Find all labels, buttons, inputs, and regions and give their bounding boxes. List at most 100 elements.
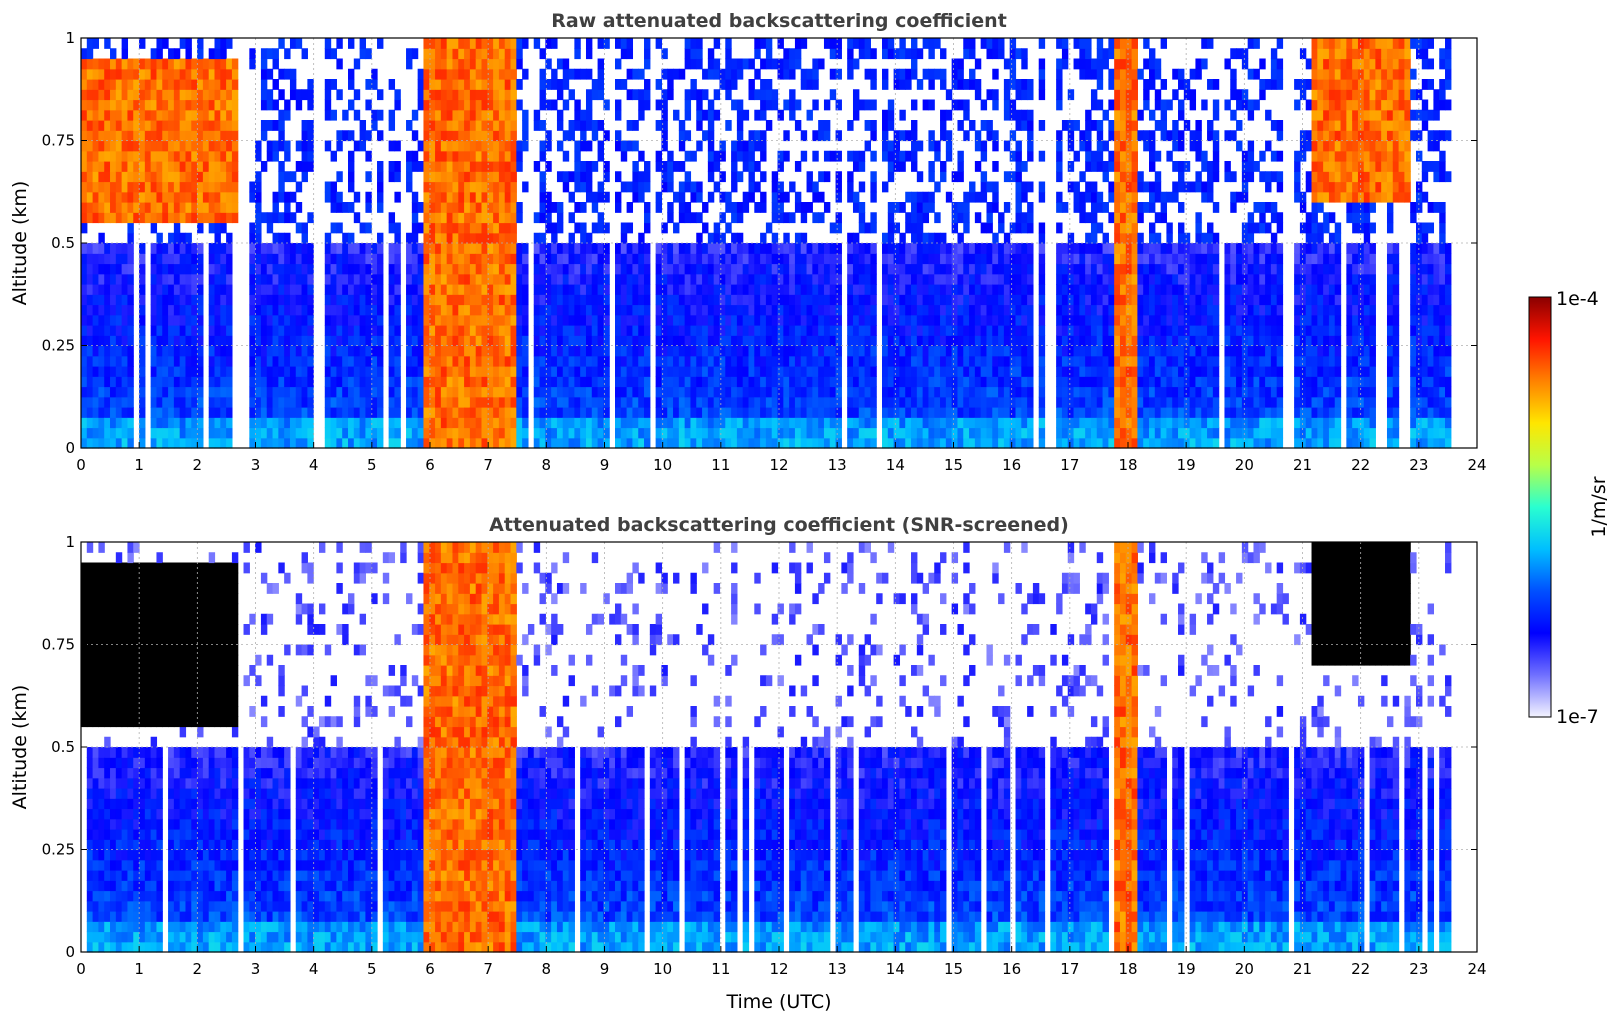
heatmap-cell: [748, 417, 755, 429]
heatmap-cell: [220, 222, 227, 234]
heatmap-cell: [789, 273, 796, 285]
heatmap-cell: [1015, 345, 1022, 357]
heatmap-cell: [1021, 417, 1028, 429]
heatmap-cell: [806, 355, 813, 367]
heatmap-cell: [417, 376, 425, 388]
heatmap-cell: [980, 222, 988, 234]
heatmap-cell: [115, 304, 123, 316]
heatmap-cell: [632, 366, 639, 377]
heatmap-cell: [998, 355, 1005, 367]
heatmap-cell: [110, 437, 117, 449]
heatmap-cell: [191, 345, 198, 357]
heatmap-cell: [1015, 284, 1022, 295]
heatmap-cell: [736, 386, 744, 398]
heatmap-cell: [272, 232, 279, 244]
heatmap-cell: [226, 99, 233, 111]
heatmap-cell: [893, 345, 901, 357]
heatmap-cell: [655, 417, 663, 429]
heatmap-cell: [1061, 263, 1069, 275]
heatmap-cell: [156, 120, 163, 131]
heatmap-cell: [771, 407, 779, 418]
heatmap-cell: [545, 376, 552, 388]
heatmap-cell: [591, 407, 599, 418]
heatmap-cell: [760, 232, 767, 244]
heatmap-cell: [173, 355, 181, 367]
heatmap-cell: [568, 212, 575, 224]
heatmap-cell: [406, 407, 413, 418]
heatmap-cell: [475, 38, 483, 49]
heatmap-cell: [307, 243, 314, 254]
heatmap-cell: [707, 253, 715, 265]
heatmap-cell: [115, 294, 123, 306]
heatmap-cell: [121, 366, 129, 377]
heatmap-cell: [783, 304, 790, 316]
heatmap-cell: [922, 253, 930, 265]
heatmap-cell: [585, 38, 593, 49]
heatmap-cell: [307, 161, 314, 172]
heatmap-cell: [591, 427, 599, 439]
heatmap-cell: [202, 161, 210, 172]
heatmap-cell: [887, 202, 895, 213]
heatmap-cell: [307, 345, 314, 357]
heatmap-cell: [615, 325, 622, 336]
heatmap-cell: [1073, 427, 1080, 439]
heatmap-cell: [980, 396, 988, 408]
heatmap-cell: [620, 222, 628, 234]
heatmap-cell: [208, 417, 216, 429]
heatmap-cell: [197, 335, 204, 347]
heatmap-cell: [104, 58, 111, 70]
heatmap-cell: [963, 273, 970, 285]
heatmap-cell: [452, 171, 459, 183]
heatmap-cell: [893, 417, 901, 429]
heatmap-cell: [678, 366, 686, 377]
heatmap-cell: [440, 58, 448, 70]
heatmap-cell: [992, 284, 999, 295]
heatmap-cell: [365, 253, 372, 265]
heatmap-cell: [504, 191, 512, 203]
heatmap-cell: [765, 345, 773, 357]
heatmap-cell: [295, 304, 303, 316]
heatmap-cell: [440, 417, 448, 429]
heatmap-cell: [667, 253, 674, 265]
heatmap-cell: [86, 325, 94, 336]
heatmap-cell: [957, 325, 964, 336]
heatmap-cell: [510, 345, 517, 357]
heatmap-cell: [185, 427, 192, 439]
heatmap-cell: [539, 99, 546, 111]
heatmap-cell: [986, 427, 993, 439]
heatmap-cell: [185, 325, 192, 336]
heatmap-cell: [963, 294, 970, 306]
heatmap-cell: [533, 38, 541, 49]
heatmap-cell: [150, 396, 158, 408]
heatmap-cell: [487, 417, 494, 429]
heatmap-cell: [644, 181, 651, 193]
heatmap-cell: [173, 253, 181, 265]
heatmap-cell: [707, 161, 715, 172]
heatmap-cell: [359, 253, 367, 265]
heatmap-cell: [789, 437, 796, 449]
heatmap-cell: [794, 232, 802, 244]
heatmap-cell: [545, 427, 552, 439]
heatmap-cell: [121, 212, 129, 224]
heatmap-cell: [725, 243, 732, 254]
heatmap-cell: [272, 345, 279, 357]
heatmap-cell: [446, 366, 454, 377]
heatmap-cell: [446, 120, 454, 131]
heatmap-cell: [324, 366, 332, 377]
heatmap-cell: [220, 386, 227, 398]
heatmap-cell: [510, 273, 517, 285]
heatmap-cell: [899, 273, 906, 285]
heatmap-cell: [498, 212, 506, 224]
heatmap-cell: [951, 273, 959, 285]
heatmap-cell: [411, 191, 419, 203]
heatmap-cell: [992, 263, 999, 275]
heatmap-cell: [823, 150, 831, 162]
heatmap-cell: [92, 325, 100, 336]
heatmap-cell: [498, 263, 506, 275]
heatmap-cell: [260, 79, 268, 90]
heatmap-cell: [597, 150, 604, 162]
heatmap-cell: [998, 437, 1005, 449]
heatmap-cell: [272, 48, 279, 60]
heatmap-cell: [435, 202, 442, 213]
heatmap-cell: [115, 150, 123, 162]
